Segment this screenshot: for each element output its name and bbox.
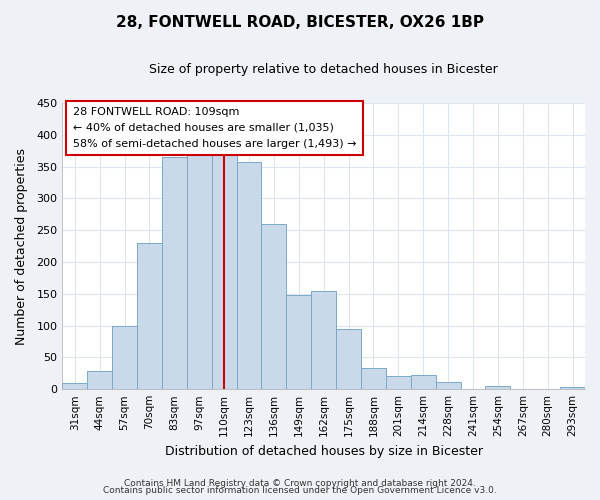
- Bar: [311, 290, 336, 389]
- Bar: [162, 157, 187, 389]
- Bar: [137, 243, 162, 389]
- Text: 28, FONTWELL ROAD, BICESTER, OX26 1BP: 28, FONTWELL ROAD, BICESTER, OX26 1BP: [116, 15, 484, 30]
- Bar: [411, 375, 436, 389]
- Bar: [386, 376, 411, 389]
- Y-axis label: Number of detached properties: Number of detached properties: [15, 148, 28, 344]
- X-axis label: Distribution of detached houses by size in Bicester: Distribution of detached houses by size …: [164, 444, 482, 458]
- Bar: [286, 295, 311, 389]
- Bar: [485, 386, 511, 389]
- Bar: [560, 388, 585, 389]
- Bar: [62, 383, 87, 389]
- Bar: [361, 368, 386, 389]
- Text: Contains public sector information licensed under the Open Government Licence v3: Contains public sector information licen…: [103, 486, 497, 495]
- Title: Size of property relative to detached houses in Bicester: Size of property relative to detached ho…: [149, 62, 498, 76]
- Text: Contains HM Land Registry data © Crown copyright and database right 2024.: Contains HM Land Registry data © Crown c…: [124, 478, 476, 488]
- Bar: [187, 154, 212, 389]
- Bar: [236, 162, 262, 389]
- Bar: [262, 224, 286, 389]
- Bar: [436, 382, 461, 389]
- Bar: [212, 150, 236, 389]
- Bar: [87, 372, 112, 389]
- Bar: [336, 329, 361, 389]
- Text: 28 FONTWELL ROAD: 109sqm
← 40% of detached houses are smaller (1,035)
58% of sem: 28 FONTWELL ROAD: 109sqm ← 40% of detach…: [73, 108, 356, 148]
- Bar: [112, 326, 137, 389]
